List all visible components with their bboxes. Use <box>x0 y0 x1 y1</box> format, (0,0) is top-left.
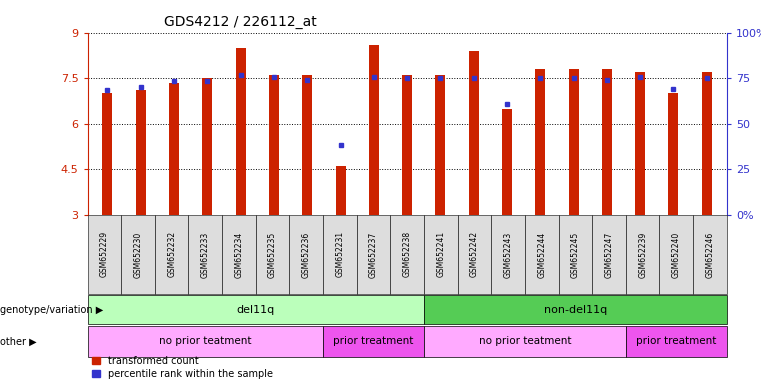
Text: GSM652236: GSM652236 <box>301 231 310 278</box>
Text: GSM652242: GSM652242 <box>470 231 479 278</box>
Bar <box>202 78 212 215</box>
Bar <box>302 75 312 215</box>
Bar <box>635 72 645 215</box>
Text: GSM652239: GSM652239 <box>638 231 647 278</box>
Legend: transformed count, percentile rank within the sample: transformed count, percentile rank withi… <box>92 356 273 379</box>
Text: non-del11q: non-del11q <box>543 305 607 315</box>
Text: GSM652245: GSM652245 <box>571 231 580 278</box>
Bar <box>602 69 612 215</box>
Bar <box>103 93 113 215</box>
Text: GSM652232: GSM652232 <box>167 231 176 278</box>
Text: no prior teatment: no prior teatment <box>159 336 252 346</box>
Bar <box>169 83 179 215</box>
Text: prior treatment: prior treatment <box>333 336 414 346</box>
Text: GSM652243: GSM652243 <box>504 231 513 278</box>
Text: GSM652233: GSM652233 <box>201 231 210 278</box>
Text: GDS4212 / 226112_at: GDS4212 / 226112_at <box>164 15 317 29</box>
Text: GSM652241: GSM652241 <box>436 231 445 278</box>
Text: GSM652231: GSM652231 <box>336 231 344 278</box>
Bar <box>135 90 146 215</box>
Bar <box>236 48 246 215</box>
Text: GSM652240: GSM652240 <box>672 231 681 278</box>
Bar <box>336 166 345 215</box>
Bar <box>568 69 578 215</box>
Bar <box>535 69 546 215</box>
Text: GSM652229: GSM652229 <box>100 231 109 278</box>
Bar <box>469 51 479 215</box>
Bar <box>502 109 512 215</box>
Text: GSM652246: GSM652246 <box>705 231 715 278</box>
Text: GSM652247: GSM652247 <box>604 231 613 278</box>
Text: del11q: del11q <box>237 305 275 315</box>
Text: GSM652244: GSM652244 <box>537 231 546 278</box>
Text: GSM652235: GSM652235 <box>268 231 277 278</box>
Bar <box>702 72 712 215</box>
Bar <box>668 93 679 215</box>
Bar <box>435 75 445 215</box>
Text: GSM652230: GSM652230 <box>133 231 142 278</box>
Bar <box>269 75 279 215</box>
Text: genotype/variation ▶: genotype/variation ▶ <box>0 305 103 315</box>
Bar <box>402 75 412 215</box>
Text: other ▶: other ▶ <box>0 336 37 346</box>
Bar <box>369 45 379 215</box>
Text: prior treatment: prior treatment <box>636 336 716 346</box>
Text: GSM652237: GSM652237 <box>369 231 378 278</box>
Text: GSM652234: GSM652234 <box>234 231 244 278</box>
Text: GSM652238: GSM652238 <box>403 231 412 278</box>
Text: no prior teatment: no prior teatment <box>479 336 572 346</box>
